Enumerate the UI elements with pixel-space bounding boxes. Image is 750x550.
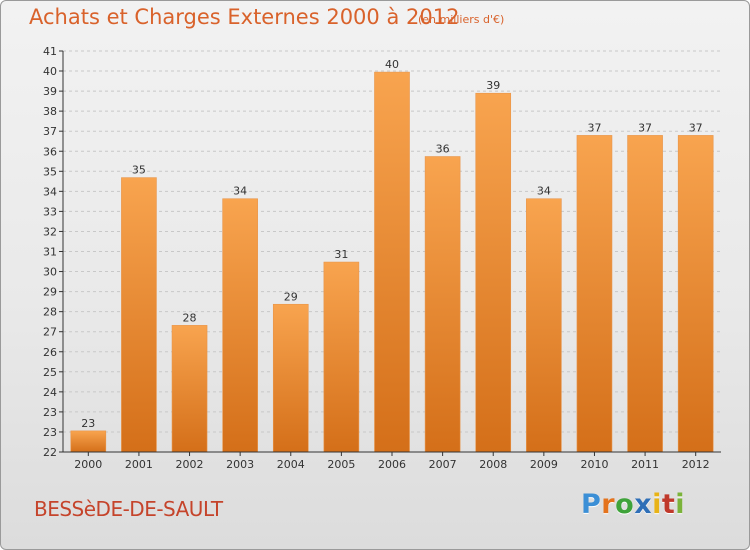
logo-letter: i xyxy=(652,489,662,520)
bars xyxy=(70,71,714,453)
x-tick-label: 2012 xyxy=(682,458,710,471)
y-tick-label: 30 xyxy=(43,266,57,279)
y-tick-label: 40 xyxy=(43,65,57,78)
x-tick-label: 2001 xyxy=(125,458,153,471)
y-tick-label: 22 xyxy=(43,446,57,459)
y-tick-label: 31 xyxy=(43,246,57,259)
x-tick-label: 2007 xyxy=(429,458,457,471)
x-tick-label: 2006 xyxy=(378,458,406,471)
bar xyxy=(272,303,309,453)
x-tick-label: 2005 xyxy=(327,458,355,471)
bar xyxy=(677,135,714,453)
bar xyxy=(323,261,360,453)
logo-letter: i xyxy=(675,489,686,520)
y-tick-label: 35 xyxy=(43,165,57,178)
x-tick-label: 2000 xyxy=(74,458,102,471)
y-tick-label: 28 xyxy=(43,306,57,319)
chart-subtitle: (en milliers d'€) xyxy=(418,13,505,26)
bar xyxy=(70,430,107,453)
data-label: 36 xyxy=(436,143,450,156)
labels: 22 23 23 24 25 26 27 28 29 30 31 32 33 34 35 36 37 38 39 40… xyxy=(43,45,710,471)
x-tick-label: 2003 xyxy=(226,458,254,471)
data-label: 35 xyxy=(132,164,146,177)
data-label: 28 xyxy=(183,311,197,324)
y-tick-label: 38 xyxy=(43,105,57,118)
y-tick-label: 37 xyxy=(43,125,57,138)
bar xyxy=(374,71,410,453)
chart-title: Achats et Charges Externes 2000 à 2012 xyxy=(29,5,460,29)
data-label: 34 xyxy=(537,185,551,198)
bar xyxy=(121,177,157,453)
bar xyxy=(627,135,663,453)
data-label: 29 xyxy=(284,290,298,303)
data-label: 31 xyxy=(334,248,348,261)
logo-letter: x xyxy=(634,489,653,520)
x-tick-label: 2002 xyxy=(176,458,204,471)
x-tick-label: 2010 xyxy=(580,458,608,471)
y-tick-label: 32 xyxy=(43,225,57,238)
data-label: 40 xyxy=(385,58,399,71)
bar xyxy=(424,156,461,453)
data-label: 37 xyxy=(587,121,601,134)
y-tick-label: 36 xyxy=(43,145,57,158)
data-label: 37 xyxy=(638,121,652,134)
x-tick-label: 2009 xyxy=(530,458,558,471)
logo-letter: o xyxy=(615,489,635,520)
data-label: 34 xyxy=(233,185,247,198)
y-tick-label: 23 xyxy=(43,426,57,439)
logo-letter: r xyxy=(601,489,616,520)
bar xyxy=(475,92,512,453)
y-tick-label: 25 xyxy=(43,366,57,379)
data-label: 37 xyxy=(689,121,703,134)
bar xyxy=(222,198,258,453)
bar xyxy=(576,135,613,453)
proxiti-logo[interactable]: Proxiti xyxy=(581,489,685,520)
logo-letter: P xyxy=(581,489,602,520)
y-tick-label: 26 xyxy=(43,346,57,359)
y-tick-label: 29 xyxy=(43,286,57,299)
bar xyxy=(526,198,562,453)
y-tick-label: 34 xyxy=(43,185,57,198)
y-tick-label: 33 xyxy=(43,205,57,218)
x-tick-label: 2008 xyxy=(479,458,507,471)
axes xyxy=(59,50,721,456)
logo-letter: t xyxy=(661,489,676,520)
commune-name: BESSèDE-DE-SAULT xyxy=(34,497,223,521)
data-label: 23 xyxy=(81,417,95,430)
bar xyxy=(171,325,208,453)
y-tick-label: 41 xyxy=(43,45,57,58)
x-tick-label: 2011 xyxy=(631,458,659,471)
x-tick-label: 2004 xyxy=(277,458,305,471)
y-tick-label: 24 xyxy=(43,386,57,399)
y-tick-label: 27 xyxy=(43,326,57,339)
y-tick-label: 39 xyxy=(43,85,57,98)
data-label: 39 xyxy=(486,79,500,92)
y-tick-label: 23 xyxy=(43,406,57,419)
